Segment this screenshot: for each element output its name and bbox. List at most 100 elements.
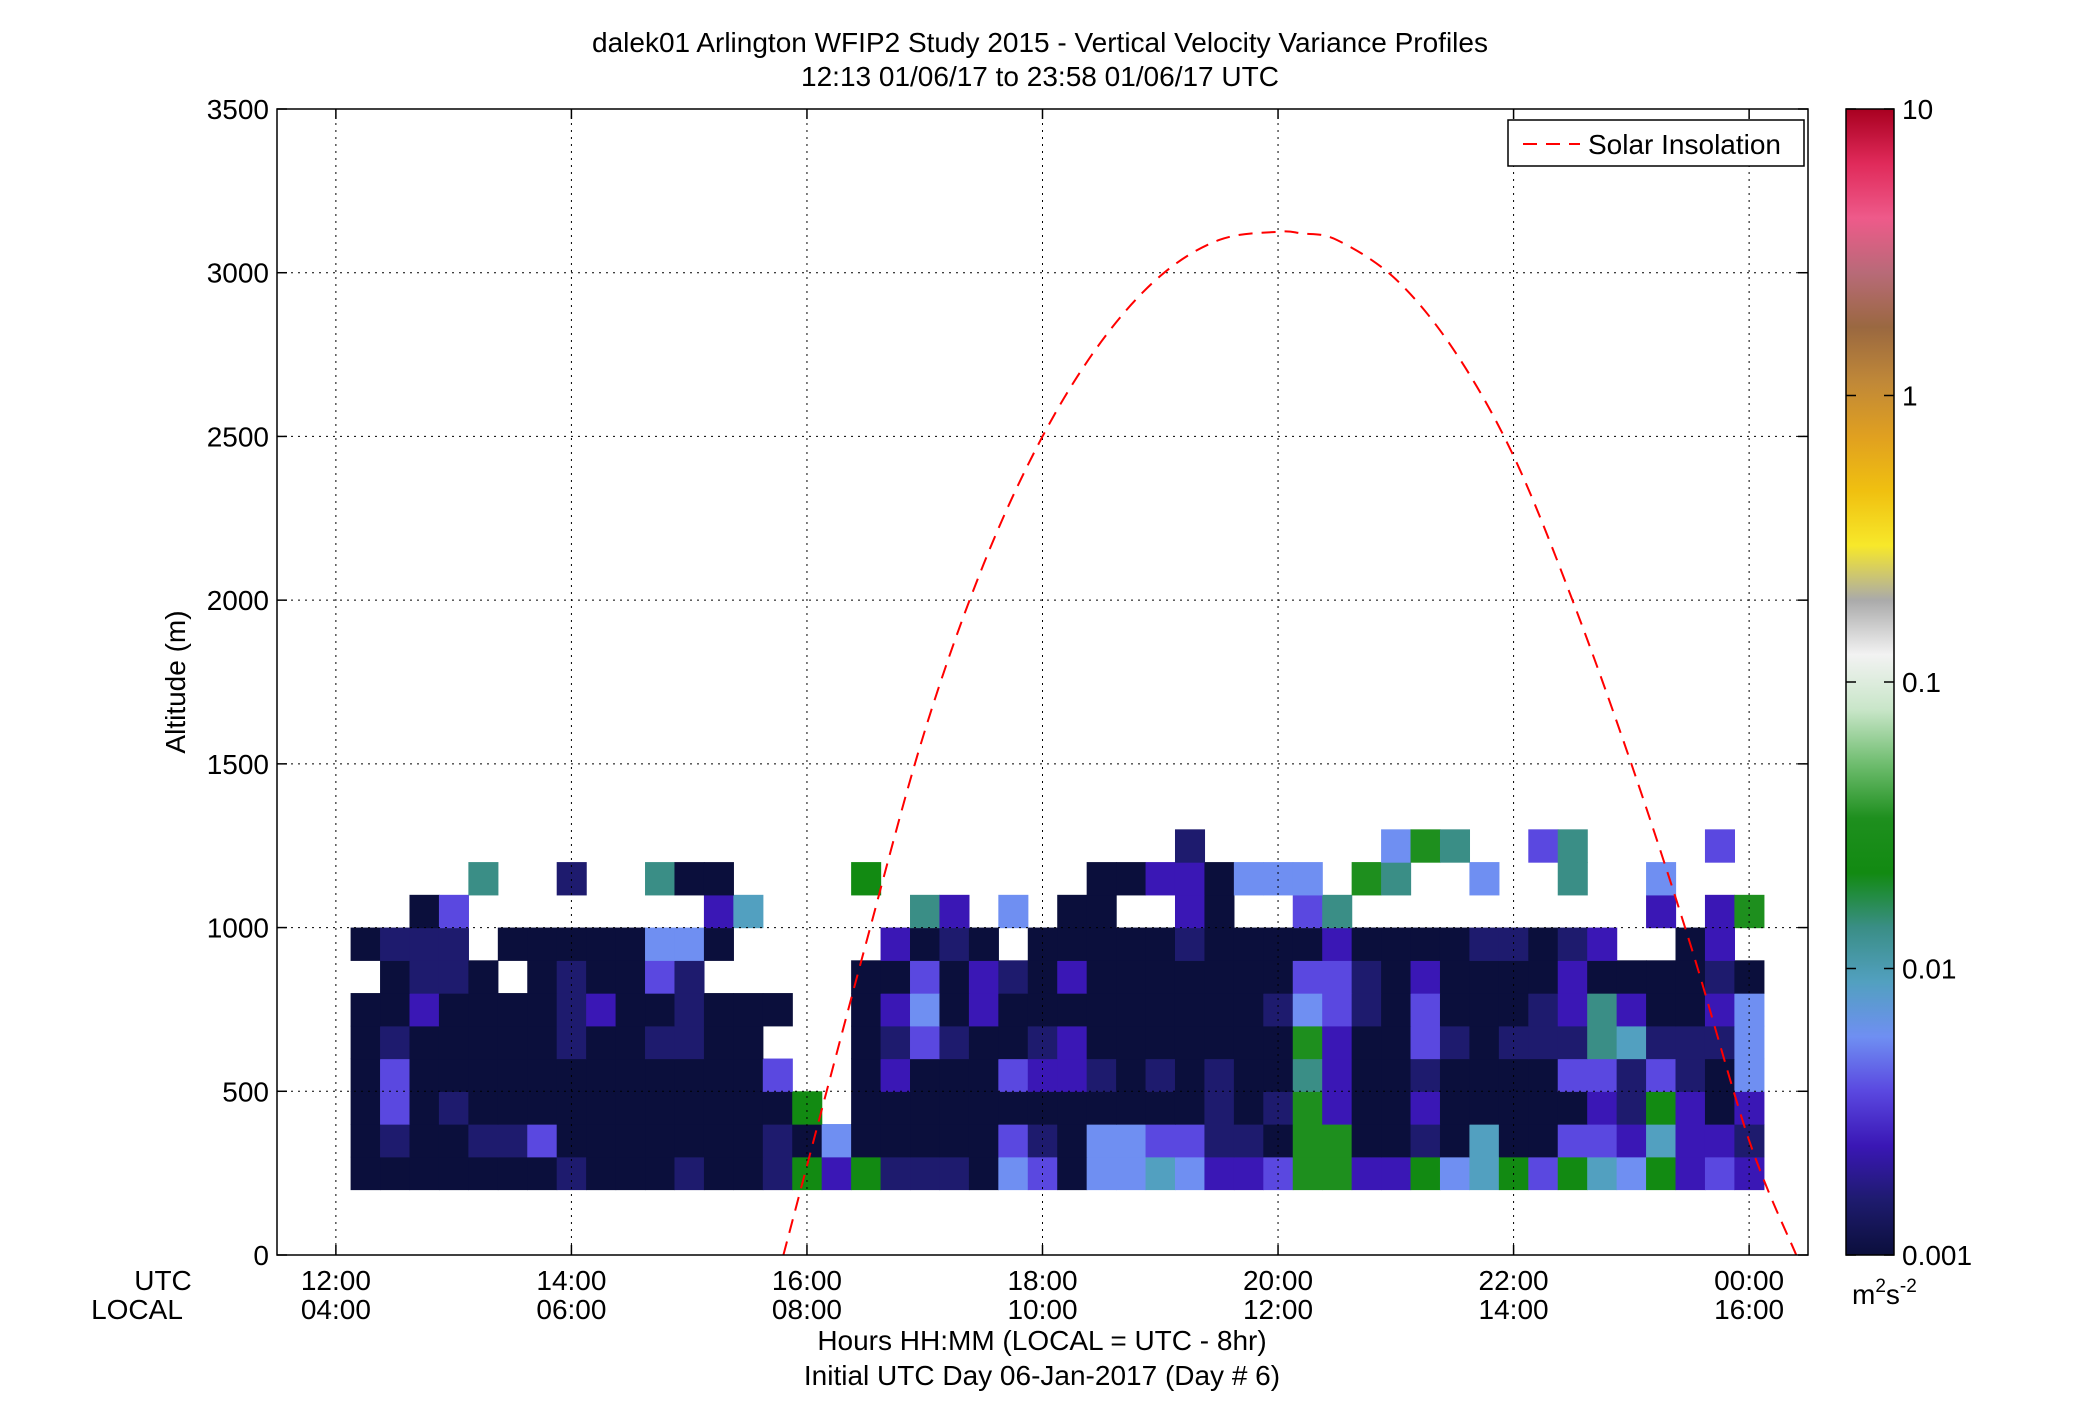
- heatmap-cell: [939, 1156, 970, 1191]
- heatmap-cell: [1351, 993, 1382, 1027]
- heatmap-cell: [615, 993, 646, 1027]
- heatmap-cell: [1734, 960, 1765, 994]
- heatmap-cell: [1498, 927, 1529, 961]
- heatmap-cell: [1027, 960, 1058, 994]
- heatmap-cell: [1439, 1025, 1471, 1060]
- heatmap-cell: [497, 1025, 528, 1060]
- x-tick-label-utc: 00:00: [1714, 1265, 1784, 1296]
- heatmap-cell: [1174, 1156, 1206, 1191]
- heatmap-cell: [497, 993, 528, 1027]
- heatmap-cell: [586, 1124, 617, 1158]
- grid-lines: [277, 109, 1808, 1255]
- heatmap-cell: [1292, 1058, 1323, 1092]
- heatmap-cell: [1410, 1025, 1441, 1060]
- heatmap-cell: [939, 1124, 970, 1158]
- heatmap-cell: [1351, 1058, 1382, 1092]
- heatmap-cell: [910, 1124, 941, 1158]
- heatmap-cell: [733, 993, 764, 1027]
- heatmap-cell: [1439, 927, 1471, 961]
- y-tick-label: 2000: [207, 585, 269, 616]
- heatmap-cell: [645, 927, 676, 961]
- heatmap-cell: [1410, 1124, 1441, 1158]
- heatmap-cell: [438, 894, 469, 929]
- heatmap-cell: [762, 1058, 793, 1092]
- heatmap-cell: [1557, 1124, 1588, 1158]
- heatmap-cell: [497, 1091, 528, 1125]
- heatmap-cell: [1616, 1058, 1647, 1092]
- heatmap-cell: [1086, 1156, 1117, 1191]
- heatmap-cell: [880, 1124, 911, 1158]
- heatmap-cell: [615, 1025, 646, 1060]
- y-axis-ticks: 0 500 1000 1500 2000 2500 3000 3500: [207, 94, 1808, 1271]
- heatmap-cell: [703, 862, 734, 896]
- heatmap-cell: [1351, 960, 1382, 994]
- heatmap-cell: [527, 993, 558, 1027]
- heatmap-cell: [1057, 1058, 1088, 1092]
- heatmap-cell: [1145, 993, 1176, 1027]
- y-tick-label: 1000: [207, 913, 269, 944]
- heatmap-cell: [880, 1025, 911, 1060]
- heatmap-cell: [1528, 1156, 1559, 1191]
- heatmap-cell: [1174, 1091, 1206, 1125]
- heatmap-cell: [1675, 993, 1706, 1027]
- heatmap-cell: [1469, 927, 1500, 961]
- heatmap-cell: [968, 1124, 999, 1158]
- heatmap-cell: [910, 1091, 941, 1125]
- heatmap-cell: [1704, 1124, 1735, 1158]
- heatmap-cell: [468, 960, 499, 994]
- heatmap-cell: [1322, 1058, 1353, 1092]
- heatmap-cell: [1204, 1058, 1235, 1092]
- heatmap-cell: [674, 1025, 705, 1060]
- heatmap-cell: [409, 894, 440, 929]
- heatmap-cell: [1439, 1058, 1471, 1092]
- heatmap-cell: [409, 1124, 440, 1158]
- y-axis-label: Altitude (m): [160, 610, 191, 753]
- heatmap-cell: [1057, 927, 1088, 961]
- heatmap-cell: [615, 960, 646, 994]
- heatmap-cell: [1174, 894, 1206, 929]
- heatmap-cell: [1381, 1124, 1412, 1158]
- heatmap-cell: [1233, 1091, 1264, 1125]
- heatmap-cell: [880, 960, 911, 994]
- heatmap-cell: [733, 1091, 764, 1125]
- heatmap-cell: [1439, 1124, 1471, 1158]
- heatmap-cell: [1381, 1058, 1412, 1092]
- heatmap-cell: [409, 1025, 440, 1060]
- heatmap-cell: [380, 1025, 411, 1060]
- heatmap-cell: [998, 1156, 1029, 1191]
- x-axis-label-line2: Initial UTC Day 06-Jan-2017 (Day # 6): [804, 1360, 1280, 1391]
- heatmap-cell: [1116, 1091, 1147, 1125]
- heatmap-cell: [1587, 1025, 1618, 1060]
- colorbar-tick-label: 0.1: [1902, 667, 1941, 698]
- heatmap-cell: [497, 1124, 528, 1158]
- x-axis-label-line1: Hours HH:MM (LOCAL = UTC - 8hr): [817, 1325, 1266, 1356]
- heatmap-cell: [1469, 960, 1500, 994]
- heatmap-cell: [1116, 993, 1147, 1027]
- heatmap-cell: [1233, 1058, 1264, 1092]
- colorbar-tick-label: 1: [1902, 381, 1918, 412]
- heatmap-cell: [1174, 1058, 1206, 1092]
- heatmap-cell: [762, 1091, 793, 1125]
- heatmap-cell: [1381, 829, 1412, 863]
- heatmap-cell: [1675, 1156, 1706, 1191]
- heatmap-cell: [1292, 1124, 1323, 1158]
- y-tick-label: 500: [222, 1076, 269, 1107]
- heatmap-cell: [703, 1156, 734, 1191]
- heatmap-cell: [998, 960, 1029, 994]
- heatmap-cell: [910, 1025, 941, 1060]
- heatmap-cell: [468, 993, 499, 1027]
- legend: Solar Insolation: [1507, 119, 1805, 167]
- heatmap-cell: [1528, 1025, 1559, 1060]
- y-tick-label: 3500: [207, 94, 269, 125]
- heatmap-cell: [1587, 960, 1618, 994]
- heatmap-cell: [1292, 894, 1323, 929]
- heatmap-cell: [1498, 960, 1529, 994]
- colorbar-tick-label: 10: [1902, 94, 1933, 125]
- heatmap-cell: [1704, 1156, 1735, 1191]
- heatmap-cell: [380, 1156, 411, 1191]
- heatmap-cell: [1498, 1025, 1529, 1060]
- heatmap-cell: [527, 1058, 558, 1092]
- heatmap-cell: [468, 1025, 499, 1060]
- heatmap-cell: [586, 1091, 617, 1125]
- heatmap-cell: [968, 927, 999, 961]
